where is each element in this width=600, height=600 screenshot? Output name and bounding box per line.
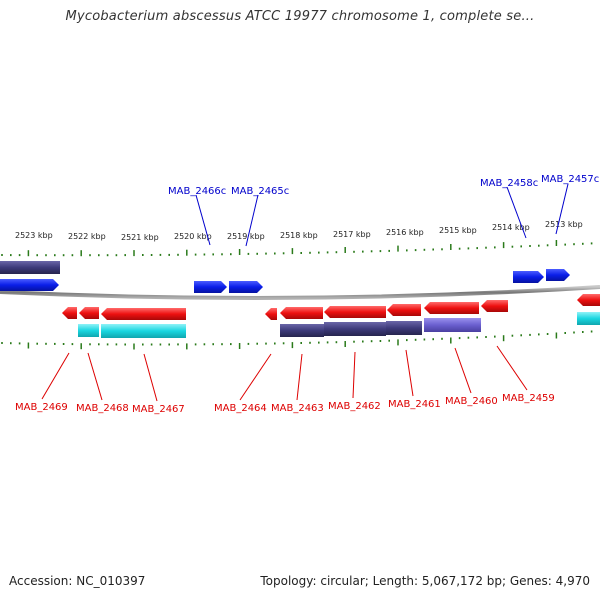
scale-label: 2515 kbp <box>439 226 477 235</box>
leader-line <box>143 353 158 402</box>
gene-label-mab-2466c[interactable]: MAB_2466c <box>168 186 226 197</box>
gene-arrow[interactable] <box>424 302 479 314</box>
gene-arrow[interactable] <box>481 300 508 312</box>
forward-strand-genes <box>0 261 570 293</box>
scale-label: 2514 kbp <box>492 223 530 232</box>
scale-label: 2517 kbp <box>333 230 371 239</box>
reverse-strand-genes <box>62 294 600 338</box>
scale-track-bottom <box>1 330 593 350</box>
gene-block[interactable] <box>78 324 99 337</box>
scale-label: 2516 kbp <box>386 228 424 237</box>
gene-arrow[interactable] <box>546 269 570 281</box>
gene-block[interactable] <box>280 324 324 337</box>
leader-line <box>41 352 70 400</box>
gene-label-mab-2463[interactable]: MAB_2463 <box>271 403 324 414</box>
gene-label-mab-2462[interactable]: MAB_2462 <box>328 401 381 412</box>
gene-label-mab-2460[interactable]: MAB_2460 <box>445 396 498 407</box>
gene-block[interactable] <box>386 321 422 335</box>
leader-line <box>555 183 569 235</box>
gene-label-mab-2468[interactable]: MAB_2468 <box>76 403 129 414</box>
gene-block[interactable] <box>577 312 600 325</box>
map-title: Mycobacterium abscessus ATCC 19977 chrom… <box>65 9 535 24</box>
gene-arrow[interactable] <box>194 281 227 293</box>
gene-block[interactable] <box>0 261 60 274</box>
leader-line <box>87 352 103 401</box>
scale-track-top <box>1 240 593 257</box>
chromosome-backbone <box>0 285 600 300</box>
leader-line <box>245 194 259 247</box>
gene-block[interactable] <box>424 318 481 332</box>
scale-label: 2521 kbp <box>121 233 159 242</box>
leader-line <box>454 347 472 394</box>
scale-label: 2523 kbp <box>15 231 53 240</box>
scale-label: 2520 kbp <box>174 232 212 241</box>
gene-label-mab-2459[interactable]: MAB_2459 <box>502 393 555 404</box>
gene-label-mab-2464[interactable]: MAB_2464 <box>214 403 267 414</box>
accession-text: Accession: NC_010397 <box>9 574 146 588</box>
gene-arrow[interactable] <box>101 308 186 320</box>
gene-label-mab-2457c[interactable]: MAB_2457c <box>541 174 599 185</box>
forward-gene-labels: MAB_2466c MAB_2465c MAB_2458c MAB_2457c <box>168 174 599 247</box>
leader-line <box>296 353 303 401</box>
gene-arrow[interactable] <box>387 304 421 316</box>
gene-arrow[interactable] <box>280 307 323 319</box>
gene-label-mab-2461[interactable]: MAB_2461 <box>388 399 441 410</box>
leader-line <box>496 345 528 391</box>
gene-arrow[interactable] <box>324 306 386 318</box>
leader-line <box>195 194 211 246</box>
leader-line <box>239 353 272 401</box>
leader-line <box>352 351 356 399</box>
scale-label: 2518 kbp <box>280 231 318 240</box>
gene-label-mab-2465c[interactable]: MAB_2465c <box>231 186 289 197</box>
gene-block[interactable] <box>324 322 386 336</box>
scale-label: 2519 kbp <box>227 232 265 241</box>
gene-arrow[interactable] <box>265 308 277 320</box>
gene-label-mab-2469[interactable]: MAB_2469 <box>15 402 68 413</box>
gene-label-mab-2467[interactable]: MAB_2467 <box>132 404 185 415</box>
gene-arrow[interactable] <box>62 307 77 319</box>
gene-arrow[interactable] <box>79 307 99 319</box>
scale-label: 2513 kbp <box>545 220 583 229</box>
genome-summary-text: Topology: circular; Length: 5,067,172 bp… <box>260 574 590 588</box>
reverse-gene-labels: MAB_2469 MAB_2468 MAB_2467 MAB_2464 MAB_… <box>15 345 555 415</box>
leader-line <box>506 186 527 239</box>
gene-label-mab-2458c[interactable]: MAB_2458c <box>480 178 538 189</box>
gene-block[interactable] <box>101 324 186 338</box>
scale-label: 2522 kbp <box>68 232 106 241</box>
gene-arrow[interactable] <box>229 281 263 293</box>
gene-arrow[interactable] <box>513 271 544 283</box>
gene-arrow[interactable] <box>0 279 59 291</box>
scale-labels: 2523 kbp 2522 kbp 2521 kbp 2520 kbp 2519… <box>15 220 583 242</box>
gene-arrow[interactable] <box>577 294 600 306</box>
leader-line <box>405 349 414 397</box>
